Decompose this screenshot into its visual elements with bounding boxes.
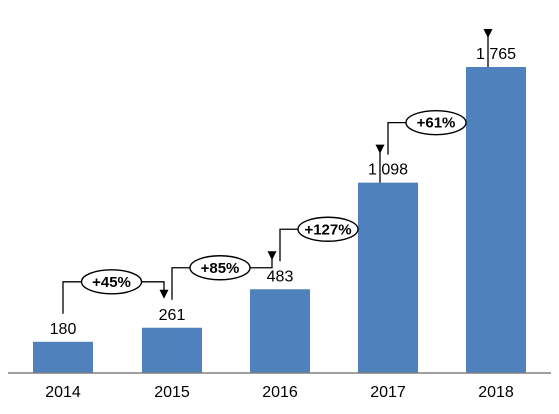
growth-badge-4 [405,109,467,136]
x-tick-2018: 2018 [478,384,514,401]
growth-badge-3 [297,216,359,242]
growth-arrowhead-3 [375,144,385,154]
value-label-2018: 1 765 [476,46,516,63]
growth-arrowhead-2 [267,251,277,261]
bar-2014 [33,341,93,373]
x-tick-2015: 2015 [154,384,190,401]
bar-2018 [466,67,526,373]
value-label-2017: 1 098 [368,162,408,179]
bar-2017 [358,182,418,373]
growth-arrowhead-4 [483,29,493,38]
value-labels: 180 261 483 1 098 1 765 [50,46,516,338]
x-tick-2014: 2014 [45,384,81,401]
value-label-2014: 180 [50,321,77,338]
bars [33,67,526,373]
bar-2016 [250,289,310,373]
x-tick-labels: 2014 2015 2016 2017 2018 [45,384,514,401]
growth-badge-2 [189,255,251,281]
growth-label-2: +85% [201,260,240,277]
growth-arrowhead-1 [159,289,169,299]
growth-label-4: +61% [417,115,456,132]
x-tick-2016: 2016 [262,384,298,401]
growth-label-3: +127% [304,221,351,238]
bar-2015 [142,327,202,373]
x-tick-2017: 2017 [370,384,406,401]
value-label-2015: 261 [159,307,186,324]
growth-badge-1 [80,269,143,295]
value-label-2016: 483 [267,268,294,285]
growth-badges: +45% +85% +127% +61% [80,109,467,295]
growth-label-1: +45% [92,274,131,291]
